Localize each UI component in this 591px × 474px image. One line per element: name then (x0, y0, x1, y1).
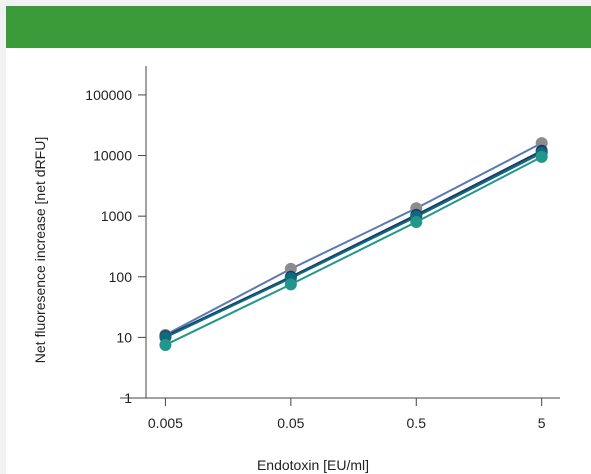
y-axis-title: Net fluoresence increase [net dRFU] (32, 137, 48, 363)
data-points (159, 137, 548, 351)
axes (120, 66, 560, 399)
header-band (6, 6, 591, 48)
x-tick-label: 0.5 (407, 415, 427, 431)
fit-lines (164, 142, 543, 346)
y-tick-label: 10 (116, 329, 132, 345)
y-tick-label: 1000 (101, 208, 132, 224)
y-tick-label: 1 (124, 390, 132, 406)
fit-line-3 (164, 152, 543, 339)
x-tick-label: 5 (538, 415, 546, 431)
fit-line-4 (164, 155, 543, 346)
x-ticks: 0.005 0.05 0.5 5 (148, 398, 546, 431)
x-tick-label: 0.05 (277, 415, 304, 431)
y-ticks: 1 10 100 1000 10000 100000 (85, 87, 146, 406)
data-point (410, 216, 423, 229)
y-tick-label: 10000 (93, 148, 132, 164)
data-point (159, 338, 172, 351)
data-point (284, 278, 297, 291)
y-tick-label: 100 (109, 269, 133, 285)
x-axis-title: Endotoxin [EU/ml] (257, 457, 369, 473)
data-point (535, 150, 548, 163)
x-tick-label: 0.005 (148, 415, 183, 431)
chart-panel (6, 48, 591, 474)
fit-line-2 (164, 149, 543, 338)
y-tick-label: 100000 (85, 87, 132, 103)
fit-line-1 (164, 142, 543, 336)
